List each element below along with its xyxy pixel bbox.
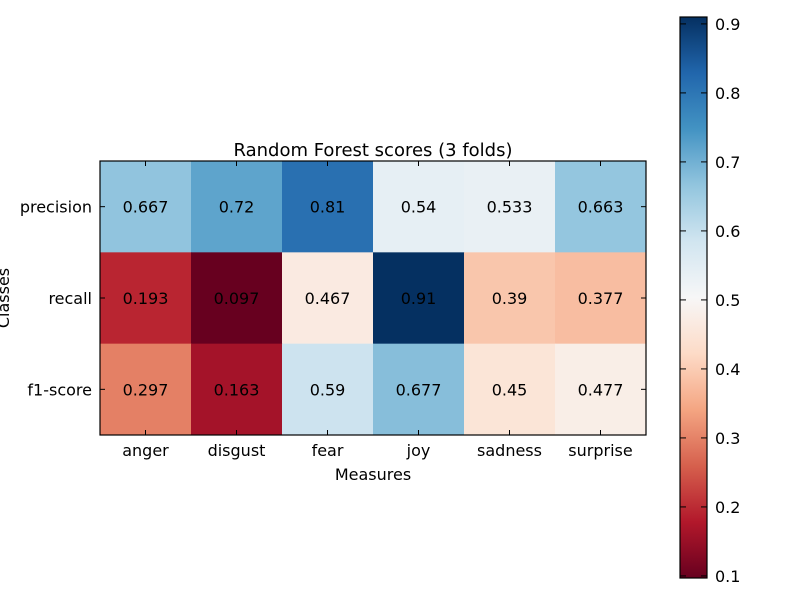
cell-value-label: 0.59 (310, 380, 346, 399)
heatmap-cell (282, 252, 374, 345)
heatmap-cell (282, 343, 374, 436)
cell-value-label: 0.677 (396, 380, 442, 399)
x-tick-label: sadness (477, 441, 542, 460)
heatmap-cell (282, 161, 374, 253)
heatmap-cell-labels: 0.667 0.72 0.81 0.54 0.533 0.663 0.193 0.097 0.4… (123, 198, 624, 400)
colorbar-tick-label: 0.9 (715, 15, 740, 34)
cell-value-label: 0.097 (214, 289, 260, 308)
y-axis-ticks: precision recall f1-score (20, 198, 646, 399)
cell-value-label: 0.663 (578, 198, 624, 217)
cell-value-label: 0.193 (123, 289, 169, 308)
x-axis-label: Measures (335, 465, 411, 484)
colorbar-tick-label: 0.1 (715, 567, 740, 586)
x-axis-ticks: anger disgust fear joy sadness surprise (122, 161, 633, 460)
cell-value-label: 0.477 (578, 380, 624, 399)
heatmap-cell (100, 161, 192, 253)
colorbar-frame (679, 16, 708, 579)
cell-value-label: 0.533 (487, 198, 533, 217)
heatmap-cell (555, 161, 647, 253)
colorbar-tick-label: 0.6 (715, 222, 740, 241)
cell-value-label: 0.467 (305, 289, 351, 308)
y-axis-label: Classes (0, 268, 13, 328)
heatmap-cell (464, 252, 556, 345)
colorbar-tick-label: 0.8 (715, 84, 740, 103)
colorbar (680, 17, 707, 578)
heatmap-cell (100, 252, 192, 345)
x-tick-label: disgust (208, 441, 266, 460)
cell-value-label: 0.72 (219, 198, 255, 217)
heatmap-cell (555, 252, 647, 345)
colorbar-tick-label: 0.4 (715, 360, 740, 379)
cell-value-label: 0.81 (310, 198, 346, 217)
cell-value-label: 0.667 (123, 198, 169, 217)
y-tick-label: precision (20, 198, 92, 217)
heatmap-cell (464, 161, 556, 253)
heatmap-cell (100, 343, 192, 436)
y-tick-label: f1-score (27, 380, 92, 399)
cell-value-label: 0.54 (401, 198, 437, 217)
cell-value-label: 0.45 (492, 380, 528, 399)
chart-title: Random Forest scores (3 folds) (233, 140, 512, 161)
heatmap-cell (373, 343, 465, 436)
heatmap-cell (191, 252, 283, 345)
x-tick-label: surprise (568, 441, 632, 460)
cell-value-label: 0.39 (492, 289, 528, 308)
colorbar-tick-label: 0.7 (715, 153, 740, 172)
heatmap-cell (373, 161, 465, 253)
x-tick-label: fear (312, 441, 344, 460)
cell-value-label: 0.377 (578, 289, 624, 308)
heatmap-cell (191, 343, 283, 436)
cell-value-label: 0.297 (123, 380, 169, 399)
colorbar-ticks: 0.1 0.2 0.3 0.4 0.5 0.6 0.7 0.8 0.9 (680, 15, 740, 586)
cell-value-label: 0.163 (214, 380, 260, 399)
colorbar-tick-label: 0.2 (715, 498, 740, 517)
heatmap-cell (464, 343, 556, 436)
heatmap-cell (555, 343, 647, 436)
heatmap-cell (373, 252, 465, 345)
cell-value-label: 0.91 (401, 289, 437, 308)
y-tick-label: recall (48, 289, 92, 308)
colorbar-tick-label: 0.5 (715, 291, 740, 310)
heatmap-cells (100, 161, 647, 436)
x-tick-label: anger (122, 441, 169, 460)
colorbar-tick-label: 0.3 (715, 429, 740, 448)
x-tick-label: joy (406, 441, 431, 460)
heatmap-cell (191, 161, 283, 253)
